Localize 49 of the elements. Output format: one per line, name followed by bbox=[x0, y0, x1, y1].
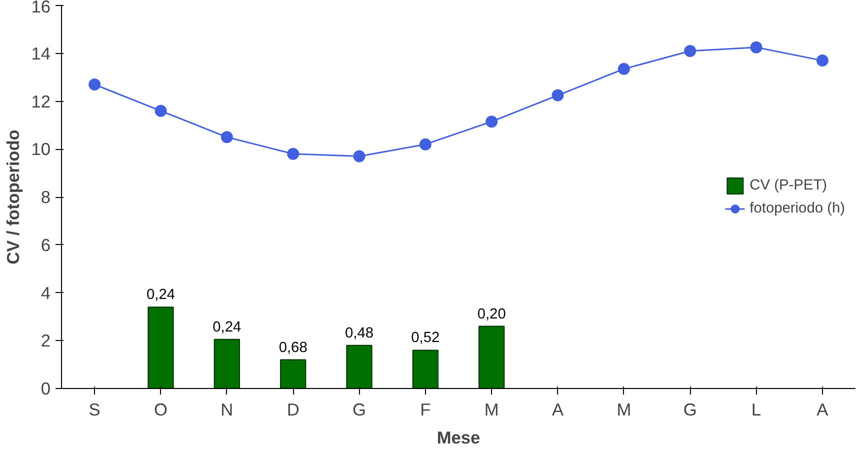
y-tick-label: 8 bbox=[40, 187, 51, 207]
point bbox=[353, 150, 366, 162]
y-tick-label: 6 bbox=[40, 234, 51, 255]
y-tick-label: 16 bbox=[31, 0, 51, 16]
y-tick-label: 12 bbox=[31, 91, 51, 112]
legend-label: fotoperiodo (h) bbox=[750, 200, 845, 216]
y-tick-label: 14 bbox=[31, 43, 51, 64]
x-tick-label: A bbox=[816, 400, 829, 420]
annotation: 0,48 bbox=[344, 325, 374, 342]
point bbox=[88, 78, 101, 90]
bar bbox=[214, 338, 240, 388]
x-tick-label: A bbox=[552, 400, 564, 420]
point bbox=[154, 104, 167, 117]
point bbox=[287, 148, 300, 160]
x-tick-label: M bbox=[616, 400, 632, 420]
point bbox=[684, 44, 696, 57]
point bbox=[552, 89, 564, 102]
bar bbox=[478, 326, 505, 388]
x-tick-label: F bbox=[420, 400, 431, 420]
x-tick-label: N bbox=[220, 400, 234, 420]
x-axis-title: Mese bbox=[436, 428, 481, 448]
point bbox=[618, 62, 630, 75]
annotation: 0,24 bbox=[146, 287, 176, 304]
x-tick-label: O bbox=[154, 400, 168, 420]
y-axis-title: CV / fotoperiodo bbox=[3, 130, 24, 264]
bar bbox=[346, 344, 372, 388]
annotation: 0,52 bbox=[411, 330, 440, 346]
point bbox=[816, 54, 828, 67]
annotation: 0,24 bbox=[212, 319, 242, 336]
bar bbox=[412, 350, 438, 388]
y-tick-label: 0 bbox=[40, 378, 51, 398]
y-tick-label: 2 bbox=[40, 330, 51, 351]
annotation: 0,20 bbox=[477, 306, 506, 322]
y-tick-label: 4 bbox=[40, 282, 51, 303]
x-tick-label: D bbox=[286, 400, 300, 420]
point bbox=[220, 131, 233, 144]
x-tick-label: M bbox=[484, 400, 499, 420]
bar bbox=[148, 306, 174, 388]
point bbox=[486, 116, 498, 128]
y-tick-label: 10 bbox=[31, 139, 51, 160]
annotation: 0,68 bbox=[278, 340, 308, 356]
x-tick-label: G bbox=[352, 400, 366, 420]
point bbox=[419, 138, 432, 150]
x-tick-label: S bbox=[88, 400, 100, 420]
bar bbox=[280, 359, 306, 388]
x-tick-label: L bbox=[751, 400, 762, 420]
point bbox=[750, 41, 762, 54]
legend-label: CV (P-PET) bbox=[750, 177, 828, 193]
x-tick-label: G bbox=[683, 400, 697, 420]
